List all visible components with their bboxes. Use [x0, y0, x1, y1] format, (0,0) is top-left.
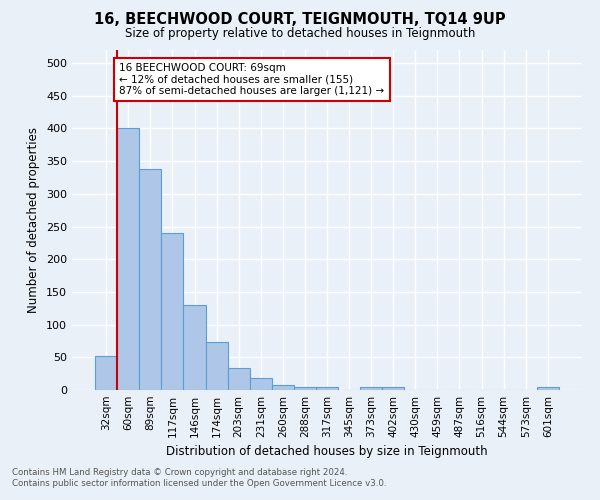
Bar — [206, 342, 227, 390]
Text: Size of property relative to detached houses in Teignmouth: Size of property relative to detached ho… — [125, 28, 475, 40]
Text: 16, BEECHWOOD COURT, TEIGNMOUTH, TQ14 9UP: 16, BEECHWOOD COURT, TEIGNMOUTH, TQ14 9U… — [94, 12, 506, 28]
Y-axis label: Number of detached properties: Number of detached properties — [28, 127, 40, 313]
Bar — [294, 386, 316, 390]
Bar — [537, 386, 559, 390]
Bar — [382, 386, 404, 390]
Bar — [316, 388, 338, 390]
X-axis label: Distribution of detached houses by size in Teignmouth: Distribution of detached houses by size … — [166, 446, 488, 458]
Bar — [95, 356, 117, 390]
Bar — [139, 169, 161, 390]
Text: Contains HM Land Registry data © Crown copyright and database right 2024.
Contai: Contains HM Land Registry data © Crown c… — [12, 468, 386, 487]
Bar — [250, 378, 272, 390]
Bar — [227, 368, 250, 390]
Bar — [360, 386, 382, 390]
Text: 16 BEECHWOOD COURT: 69sqm
← 12% of detached houses are smaller (155)
87% of semi: 16 BEECHWOOD COURT: 69sqm ← 12% of detac… — [119, 63, 385, 96]
Bar — [184, 305, 206, 390]
Bar — [161, 233, 184, 390]
Bar — [117, 128, 139, 390]
Bar — [272, 386, 294, 390]
